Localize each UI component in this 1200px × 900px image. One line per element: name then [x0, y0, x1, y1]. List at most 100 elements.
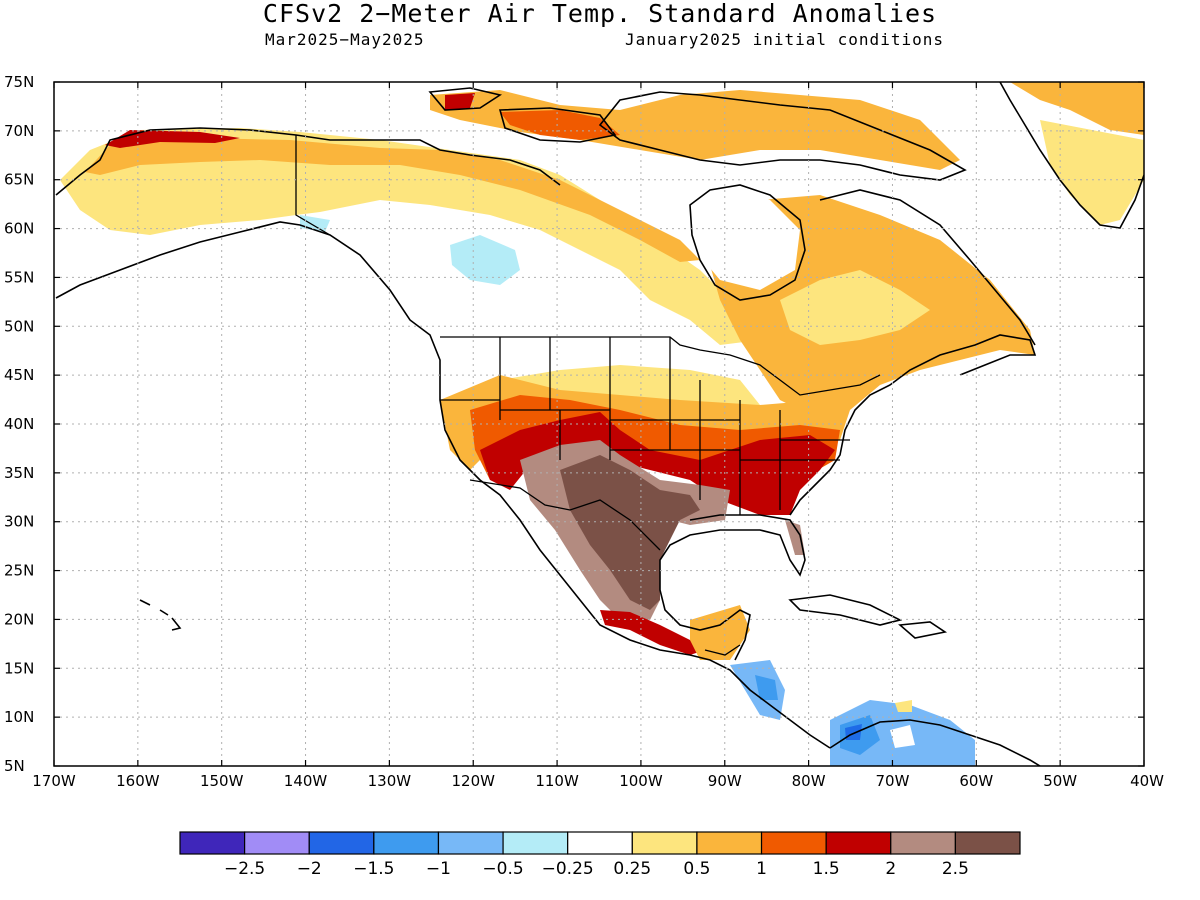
lat-tick-label: 5N — [4, 757, 25, 775]
lat-tick-label: 20N — [4, 610, 34, 628]
colorbar-label: −0.25 — [542, 859, 594, 879]
coastline-cuba — [788, 594, 903, 626]
anomaly-region-hudson-white — [690, 185, 800, 290]
coastline-hudson-bay — [689, 184, 806, 301]
lon-tick-label: 80W — [792, 772, 826, 790]
anomaly-shading — [60, 82, 1144, 766]
anomaly-region-florida — [785, 520, 805, 555]
border-us-canada — [440, 336, 881, 396]
anomaly-region-baffin-orange — [500, 110, 620, 140]
lon-tick-label: 150W — [200, 772, 244, 790]
anomaly-region-yucatan — [690, 605, 750, 660]
lat-tick-label: 35N — [4, 464, 34, 482]
initial-conditions: January2025 initial conditions — [625, 30, 944, 49]
anomaly-region-mexico-south — [600, 610, 705, 655]
map-title: CFSv2 2−Meter Air Temp. Standard Anomali… — [262, 0, 938, 28]
colorbar-swatch — [502, 831, 569, 855]
colorbar-label: −1 — [426, 859, 451, 879]
lat-tick-label: 15N — [4, 659, 34, 677]
lat-lon-grid — [54, 82, 1144, 766]
coastline-greenland — [999, 82, 1144, 229]
coastline-south-america — [829, 719, 1041, 766]
anomaly-region-arctic-red — [445, 93, 475, 110]
anomaly-region-mexico-brown-dark — [560, 455, 700, 610]
anomaly-region-greenland — [1010, 82, 1144, 135]
lat-tick-label: 65N — [4, 171, 34, 189]
lon-tick-label: 100W — [619, 772, 663, 790]
coastline-islands-west — [428, 87, 503, 111]
colorbar — [179, 831, 1021, 855]
border-us-mexico — [469, 479, 661, 551]
colorbar-labels: −2.5 −2 −1.5 −1 −0.5 −0.25 0.25 0.5 1 1.5 2 2.5 — [224, 859, 969, 879]
border-us-states — [440, 337, 850, 515]
colorbar-swatch — [954, 831, 1021, 855]
anomaly-region-alaska-red — [105, 130, 240, 148]
lon-tick-label: 110W — [535, 772, 579, 790]
lat-tick-label: 10N — [4, 708, 34, 726]
colorbar-swatch — [631, 831, 698, 855]
coastlines — [55, 82, 1144, 766]
coastline-hawaii — [139, 599, 182, 631]
colorbar-label: 2.5 — [942, 859, 969, 879]
colorbar-label: −2.5 — [224, 859, 265, 879]
coastline-labrador — [819, 189, 1036, 346]
lon-tick-label: 130W — [368, 772, 412, 790]
coastline-hispaniola — [898, 621, 948, 639]
lat-tick-label: 60N — [4, 220, 34, 238]
colorbar-swatch — [696, 831, 763, 855]
colorbar-swatch — [308, 831, 375, 855]
colorbar-label: 2 — [885, 859, 896, 879]
coastline-north-america — [55, 221, 831, 749]
lon-tick-label: 40W — [1130, 772, 1164, 790]
colorbar-swatch — [244, 831, 310, 855]
colorbar-swatch — [825, 831, 892, 855]
coastline-east-us — [789, 334, 1037, 516]
coastline-victoria-island — [498, 107, 617, 143]
colorbar-label: 0.5 — [683, 859, 710, 879]
anomaly-region-central-america-blue — [755, 675, 778, 700]
lon-tick-label: 140W — [284, 772, 328, 790]
longitude-labels: 170W 160W 150W 140W 130W 120W 110W 100W 90W 80W 70… — [32, 772, 1164, 790]
colorbar-label: −1.5 — [353, 859, 394, 879]
colorbar-label: 1.5 — [813, 859, 840, 879]
forecast-period: Mar2025−May2025 — [265, 30, 425, 49]
coastline-gulf — [659, 514, 806, 661]
anomaly-region-south-red — [480, 412, 835, 515]
lat-tick-label: 25N — [4, 562, 34, 580]
coastline-baffin — [598, 91, 967, 181]
colorbar-label: 0.25 — [613, 859, 651, 879]
colorbar-swatch — [567, 831, 633, 855]
lon-tick-label: 90W — [708, 772, 742, 790]
lat-tick-label: 50N — [4, 317, 34, 335]
lon-tick-label: 170W — [32, 772, 76, 790]
coastline-alaska-north — [55, 127, 561, 196]
lat-tick-label: 75N — [4, 73, 34, 91]
colorbar-label: −0.5 — [482, 859, 523, 879]
colorbar-swatch — [373, 831, 440, 855]
axis-ticks — [53, 81, 1145, 767]
lon-tick-label: 120W — [451, 772, 495, 790]
colorbar-swatch — [890, 831, 956, 855]
colorbar-label: −2 — [297, 859, 322, 879]
lat-tick-label: 30N — [4, 513, 34, 531]
lat-tick-label: 70N — [4, 122, 34, 140]
anomaly-region-venezuela-white — [890, 725, 915, 748]
anomaly-region-guyana-yellow — [895, 700, 912, 712]
colorbar-label: 1 — [756, 859, 767, 879]
colorbar-swatch — [760, 831, 827, 855]
anomaly-region-alaska-north — [60, 128, 760, 345]
lat-tick-label: 40N — [4, 415, 34, 433]
anomaly-region-greenland-south — [1040, 120, 1144, 225]
lon-tick-label: 160W — [116, 772, 160, 790]
latitude-labels: 5N 10N 15N 20N 25N 30N 35N 40N 45N 50N 55N 60N 65N 70… — [4, 73, 34, 775]
lat-tick-label: 55N — [4, 268, 34, 286]
colorbar-swatch — [437, 831, 504, 855]
colorbar-swatch — [179, 831, 246, 855]
border-mexico-guatemala — [704, 644, 741, 656]
lon-tick-label: 50W — [1043, 772, 1077, 790]
lat-tick-label: 45N — [4, 366, 34, 384]
anomaly-region-pacific-cool — [450, 235, 520, 285]
lon-tick-label: 60W — [959, 772, 993, 790]
lon-tick-label: 70W — [876, 772, 910, 790]
